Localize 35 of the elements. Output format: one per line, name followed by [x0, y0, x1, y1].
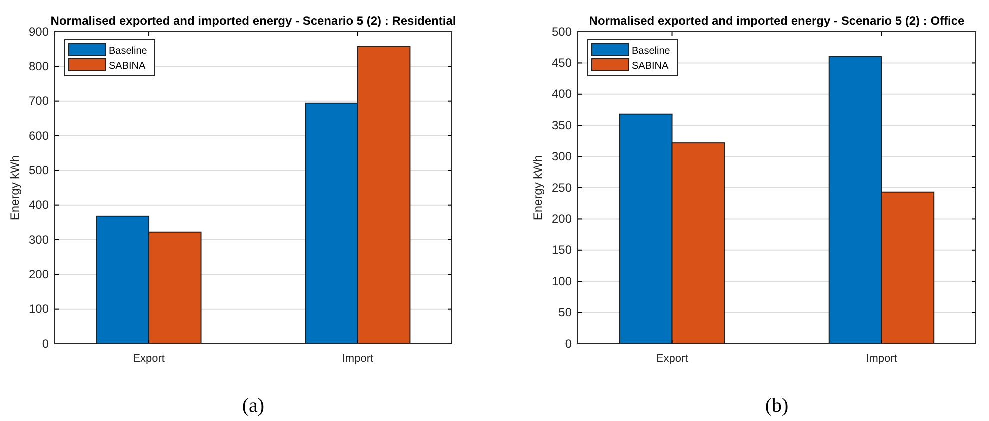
x-tick-label: Export: [656, 352, 688, 365]
y-tick-label: 450: [552, 56, 572, 70]
y-tick-label: 500: [28, 164, 50, 178]
y-tick-label: 400: [552, 87, 572, 102]
legend-label: SABINA: [109, 61, 146, 72]
y-tick-label: 800: [28, 60, 50, 74]
y-tick-label: 250: [552, 180, 572, 195]
y-tick-label: 600: [28, 128, 50, 143]
y-tick-label: 0: [565, 336, 572, 351]
x-tick-label: Import: [866, 352, 898, 365]
y-tick-label: 200: [28, 268, 50, 282]
y-tick-label: 150: [552, 243, 572, 258]
y-tick-label: 300: [28, 232, 50, 247]
legend-label: Baseline: [109, 46, 148, 57]
x-tick-label: Export: [133, 352, 165, 365]
text: (b): [765, 395, 789, 417]
y-tick-label: 100: [28, 302, 50, 316]
y-tick-label: 200: [552, 212, 572, 226]
y-tick-label: 100: [552, 274, 572, 288]
text: (a): [242, 395, 265, 417]
y-tick-label: 900: [28, 24, 50, 39]
y-tick-label: 0: [42, 336, 50, 351]
y-tick-label: 350: [552, 118, 572, 132]
x-tick-label: Import: [342, 352, 374, 365]
y-tick-label: 700: [28, 94, 50, 108]
y-tick-label: 300: [552, 150, 572, 164]
y-axis-title: Energy kWh: [531, 155, 545, 221]
legend-label: SABINA: [632, 61, 670, 72]
chart-title: Normalised exported and imported energy - Scenario 5 (2) : Office: [589, 14, 966, 28]
chart-title: Normalised exported and imported energy - Scenario 5 (2) : Residential: [50, 14, 456, 28]
legend-label: Baseline: [632, 46, 671, 57]
y-tick-label: 400: [28, 198, 50, 212]
y-axis-title: Energy kWh: [8, 155, 22, 221]
y-tick-label: 500: [552, 24, 572, 39]
y-tick-label: 50: [558, 306, 572, 320]
